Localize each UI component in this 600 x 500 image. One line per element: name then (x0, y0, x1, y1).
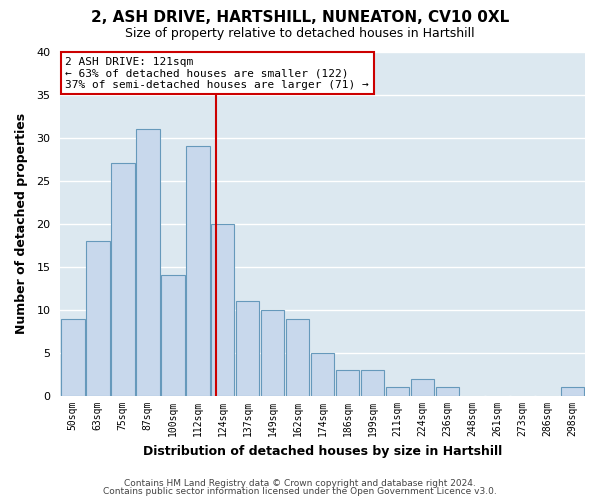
Bar (186, 146, 209, 396)
Text: Contains public sector information licensed under the Open Government Licence v3: Contains public sector information licen… (103, 487, 497, 496)
Bar (361, 370, 385, 396)
Bar (236, 302, 259, 396)
Bar (86, 241, 110, 396)
Bar (311, 353, 334, 396)
Bar (436, 388, 460, 396)
Bar (111, 164, 134, 396)
Text: 2 ASH DRIVE: 121sqm
← 63% of detached houses are smaller (122)
37% of semi-detac: 2 ASH DRIVE: 121sqm ← 63% of detached ho… (65, 56, 369, 90)
Y-axis label: Number of detached properties: Number of detached properties (15, 113, 28, 334)
Bar (336, 370, 359, 396)
Text: Contains HM Land Registry data © Crown copyright and database right 2024.: Contains HM Land Registry data © Crown c… (124, 478, 476, 488)
Text: Size of property relative to detached houses in Hartshill: Size of property relative to detached ho… (125, 28, 475, 40)
Bar (261, 310, 284, 396)
Bar (560, 388, 584, 396)
Bar (386, 388, 409, 396)
Bar (286, 318, 310, 396)
Bar (161, 276, 185, 396)
Text: 2, ASH DRIVE, HARTSHILL, NUNEATON, CV10 0XL: 2, ASH DRIVE, HARTSHILL, NUNEATON, CV10 … (91, 10, 509, 25)
Bar (211, 224, 235, 396)
X-axis label: Distribution of detached houses by size in Hartshill: Distribution of detached houses by size … (143, 444, 502, 458)
Bar (410, 379, 434, 396)
Bar (136, 129, 160, 396)
Bar (61, 318, 85, 396)
